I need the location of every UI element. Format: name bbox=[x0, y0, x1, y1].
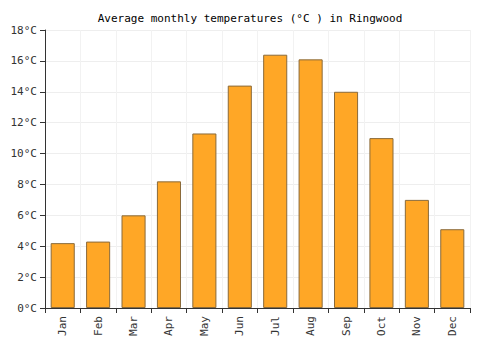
svg-text:2°C: 2°C bbox=[17, 271, 37, 284]
svg-text:Sep: Sep bbox=[340, 316, 353, 336]
svg-text:6°C: 6°C bbox=[17, 209, 37, 222]
svg-text:0°C: 0°C bbox=[17, 302, 37, 315]
svg-text:16°C: 16°C bbox=[11, 54, 38, 67]
svg-text:Jan: Jan bbox=[56, 316, 69, 336]
svg-text:Jun: Jun bbox=[233, 316, 246, 336]
svg-text:Mar: Mar bbox=[127, 316, 140, 336]
svg-text:10°C: 10°C bbox=[11, 147, 38, 160]
svg-text:Apr: Apr bbox=[162, 316, 175, 336]
svg-text:Oct: Oct bbox=[375, 316, 388, 336]
svg-text:8°C: 8°C bbox=[17, 178, 37, 191]
svg-text:Dec: Dec bbox=[446, 316, 459, 336]
svg-text:Average monthly temperatures (: Average monthly temperatures (°C ) in Ri… bbox=[98, 12, 403, 25]
svg-text:18°C: 18°C bbox=[11, 24, 38, 37]
svg-text:May: May bbox=[198, 316, 211, 336]
svg-text:4°C: 4°C bbox=[17, 240, 37, 253]
svg-text:12°C: 12°C bbox=[11, 116, 38, 129]
svg-text:Aug: Aug bbox=[304, 316, 317, 336]
svg-text:Feb: Feb bbox=[92, 316, 105, 336]
svg-text:14°C: 14°C bbox=[11, 85, 38, 98]
svg-text:Nov: Nov bbox=[410, 316, 423, 336]
svg-text:Jul: Jul bbox=[269, 316, 282, 336]
